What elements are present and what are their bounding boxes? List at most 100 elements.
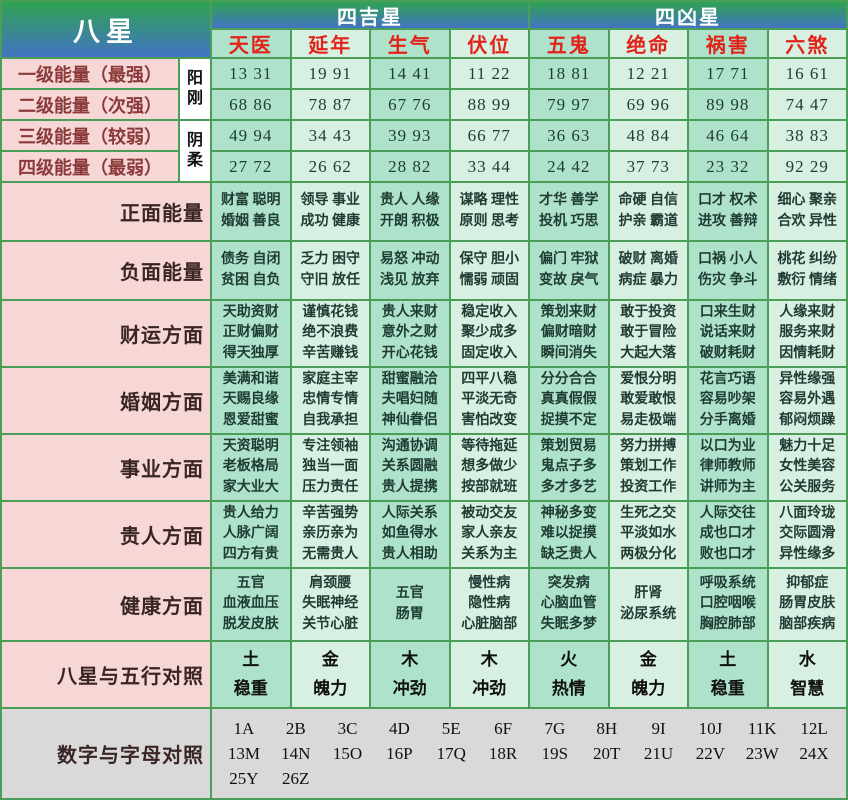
aspect-cell: 异性缘强 容易外遇 郁闷烦躁 [768, 368, 846, 433]
aspect-cell-line: 突发病 [547, 576, 590, 592]
aspect-cell-line: 口来生财 [699, 305, 756, 321]
aspect-cell-line: 破财 离婚 [618, 252, 679, 268]
aspect-cell-line: 肝肾 [634, 586, 663, 602]
aspect-cell-line: 水 [798, 649, 816, 669]
energy-value-cell: 16 61 [768, 59, 846, 88]
aspect-cell: 贵人 人缘 开朗 积极 [371, 183, 449, 240]
aspect-cell-line: 人脉广阔 [222, 526, 279, 542]
aspect-cell-line: 失眠多梦 [540, 616, 597, 632]
aspect-cell-line: 分分合合 [540, 372, 597, 388]
aspect-cell-line: 关系圆融 [381, 459, 438, 475]
letter-item: 8H [596, 718, 618, 738]
aspect-cell-line: 辛苦赚钱 [302, 345, 359, 361]
aspect-cell: 桃花 纠纷 敷衍 情绪 [768, 242, 846, 299]
aspect-cell-line: 债务 自闭 [221, 252, 281, 268]
aspect-cell-line: 破财耗财 [699, 345, 756, 361]
aspect-cell-line: 冲劲 [392, 678, 427, 698]
aspect-cell-line: 想多做少 [461, 459, 518, 475]
aspect-cell-line: 花言巧语 [699, 372, 756, 388]
aspect-cell-line: 血液血压 [222, 596, 279, 612]
aspect-cell-line: 女性美容 [779, 459, 836, 475]
aspect-cell-line: 容易吵架 [699, 392, 756, 408]
aspect-cell: 领导 事业 成功 健康 [291, 183, 369, 240]
star-header-wugui: 五鬼 [530, 30, 608, 57]
letters-cell: 1A 2B 3C 4D 5E 6F 7G 8H 9I 10J 11K 12L 13M 14N 15O 16P 1… [212, 709, 846, 798]
aspect-cell-line: 努力拼搏 [620, 439, 677, 455]
aspect-cell-line: 讲师为主 [699, 479, 756, 495]
aspect-cell-line: 口腔咽喉 [699, 596, 756, 612]
energy-row-label-3: 三级能量（较弱） [2, 121, 178, 150]
aspect-cell: 策划来财 偏财暗财 瞬间消失 [530, 301, 608, 366]
aspect-cell-line: 失眠神经 [302, 596, 359, 612]
aspect-cell-line: 败也口才 [699, 546, 756, 562]
aspect-cell-line: 恩爱甜蜜 [222, 412, 279, 428]
aspect-cell-line: 家人亲友 [461, 526, 518, 542]
aspect-cell-line: 难以捉摸 [540, 526, 597, 542]
aspect-cell: 财富 聪明 婚姻 善良 [212, 183, 290, 240]
aspect-cell-line: 四平八稳 [461, 372, 518, 388]
star-header-jueming: 绝命 [609, 30, 687, 57]
energy-row-label-1: 一级能量（最强） [2, 59, 178, 88]
aspect-cell-line: 魄力 [631, 678, 666, 698]
energy-value-cell: 49 94 [212, 121, 290, 150]
star-header-yannian: 延年 [291, 30, 369, 57]
aspect-cell-line: 贵人来财 [381, 305, 438, 321]
aspect-cell: 金魄力 [609, 642, 687, 707]
letter-item: 24X [799, 743, 829, 763]
aspect-cell-line: 沟通协调 [381, 439, 438, 455]
aspect-cell: 破财 离婚病症 暴力 [609, 242, 687, 299]
aspect-cell-line: 美满和谐 [222, 372, 279, 388]
aspect-cell: 人际交往 成也口才 败也口才 [689, 502, 767, 567]
star-header-tianyi: 天医 [212, 30, 290, 57]
letters-row-label: 数字与字母对照 [2, 709, 210, 798]
aspect-cell-line: 服务来财 [779, 325, 836, 341]
aspect-cell: 沟通协调 关系圆融 贵人提携 [371, 435, 449, 500]
aspect-cell-line: 易怒 冲动 [380, 252, 440, 268]
aspect-cell: 神秘多变 难以捉摸 缺乏贵人 [530, 502, 608, 567]
aspect-cell-line: 郁闷烦躁 [779, 412, 836, 428]
aspect-cell: 偏门 牢狱 变故 戾气 [530, 242, 608, 299]
energy-value-cell: 34 43 [291, 121, 369, 150]
aspect-cell-line: 土 [719, 649, 737, 669]
aspect-cell: 辛苦强势 亲历亲为 无需贵人 [291, 502, 369, 567]
aspect-cell-line: 自我承担 [302, 412, 359, 428]
energy-value-cell: 46 64 [689, 121, 767, 150]
aspect-cell: 金魄力 [291, 642, 369, 707]
aspect-cell: 生死之交 平淡如水 两极分化 [609, 502, 687, 567]
aspect-cell-line: 病症 暴力 [618, 272, 679, 288]
aspect-cell-line: 抑郁症 [786, 576, 829, 592]
aspect-cell-line: 贵人给力 [222, 506, 279, 522]
aspect-cell: 稳定收入 聚少成多 固定收入 [450, 301, 528, 366]
letter-item: 3C [337, 718, 358, 738]
yin-rou-label: 阴柔 [180, 121, 210, 181]
star-header-huohai: 祸害 [689, 30, 767, 57]
energy-value-cell: 13 31 [212, 59, 290, 88]
aspect-cell-line: 因情耗财 [779, 345, 836, 361]
letter-item: 26Z [282, 768, 310, 788]
aspect-cell-line: 五官 [236, 576, 265, 592]
aspect-label-positive: 正面能量 [2, 183, 210, 240]
aspect-cell-line: 老板格局 [222, 459, 279, 475]
aspect-cell-line: 说话来财 [699, 325, 756, 341]
energy-value-cell: 14 41 [371, 59, 449, 88]
energy-value-cell: 39 93 [371, 121, 449, 150]
aspect-cell: 贵人给力 人脉广阔 四方有贵 [212, 502, 290, 567]
aspect-cell-line: 敢于投资 [620, 305, 677, 321]
aspect-cell: 贵人来财 意外之财 开心花钱 [371, 301, 449, 366]
aspect-cell-line: 热情 [551, 678, 586, 698]
aspect-cell-line: 策划贸易 [540, 439, 597, 455]
aspect-cell-line: 开朗 积极 [380, 213, 440, 229]
aspect-cell: 五官 肠胃 [371, 569, 449, 640]
energy-value-cell: 26 62 [291, 152, 369, 181]
aspect-cell-line: 忠情专情 [302, 392, 359, 408]
aspect-cell-line: 生死之交 [620, 506, 677, 522]
aspect-cell-line: 天资聪明 [222, 439, 279, 455]
aspect-cell: 土稳重 [212, 642, 290, 707]
aspect-cell-line: 贫困 自负 [221, 272, 281, 288]
aspect-cell-line: 脱发皮肤 [222, 616, 279, 632]
energy-value-cell: 89 98 [689, 90, 767, 119]
aspect-cell-line: 异性缘多 [779, 546, 836, 562]
aspect-cell: 策划贸易 鬼点子多 多才多艺 [530, 435, 608, 500]
energy-value-cell: 48 84 [609, 121, 687, 150]
aspect-cell-line: 脑部疾病 [779, 616, 836, 632]
